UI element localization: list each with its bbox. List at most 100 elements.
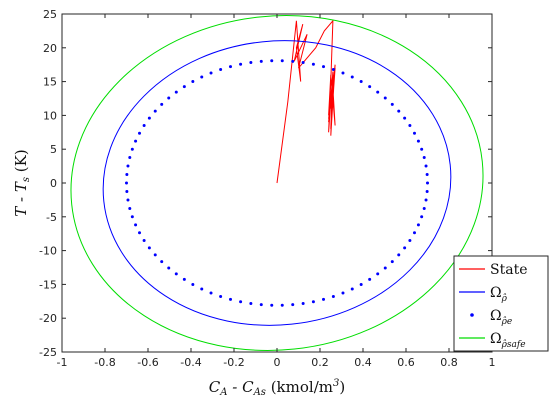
omega-rho-e-dot [359,80,363,84]
legend-box [453,255,549,352]
omega-rho-e-dot [270,303,274,307]
omega-rho-e-dot [331,294,335,298]
omega-rho-e-dot [138,131,142,135]
omega-rho-e-dot [182,277,186,281]
x-axis-label-part: A [219,387,227,398]
omega-rho-e-dot [426,181,429,185]
legend-entry-main: Ω [490,285,502,301]
omega-rho-e-dot [311,300,315,304]
y-tick-label: 0 [50,177,57,190]
omega-rho-e-dot [126,198,130,202]
y-tick-label: 25 [43,8,57,21]
omega-rho-e-dot [125,190,129,194]
omega-rho-e-dot [147,246,151,250]
omega-rho-e-dot [376,272,380,276]
omega-rho-e-dot [249,301,253,305]
omega-rho-e-dot [301,301,305,305]
legend-swatch-dot [470,313,474,317]
omega-rho-e-dot [341,71,345,75]
omega-rho-e-dot [134,139,138,143]
omega-rho-e-dot [416,223,420,227]
omega-rho-e-dot [280,59,284,63]
omega-rho-e-dot [420,215,424,219]
legend-entry-main: Ω [490,331,502,347]
omega-rho-e-dot [125,181,128,185]
legend-entry-label: Ωρ̂ [490,285,508,304]
omega-rho-e-dot [153,109,157,113]
omega-rho-e-dot [397,109,401,113]
omega-rho-e-dot [160,260,164,264]
x-tick-label: 0 [274,356,281,369]
omega-rho-e-dot [376,90,380,94]
state-trajectory-line [276,19,336,184]
omega-rho-e-dot [368,85,372,89]
omega-rho-e-dot [219,294,223,298]
omega-rho-e-dot [147,116,151,120]
omega-rho-e-dot [341,291,345,295]
omega-rho-e-dot [422,156,426,160]
legend-entry-label: Ωρ̂e [490,308,512,327]
omega-rho-e-dot [322,297,326,301]
omega-rho-e-dot [311,62,315,66]
omega-rho-e-dot [383,266,387,270]
x-tick-label: -0.4 [180,356,201,369]
omega-rho-e-dot [412,231,416,235]
series-layer [70,15,484,351]
omega-rho-e-dot [200,75,204,79]
y-tick-label: 20 [43,42,57,55]
y-axis-label-main: T - T [12,181,30,217]
y-tick-label: -5 [46,211,57,224]
omega-rho-e-dot [153,253,157,257]
omega-rho-e-dot [280,303,284,307]
x-tick-label: -0.8 [94,356,115,369]
omega-rho-e-dot [403,246,407,250]
omega-rho-e-dot [209,71,213,75]
omega-rho-e-dot [425,190,429,194]
omega-rho-e-dot [331,68,335,72]
legend-entry-sub: ρ̂e [501,316,513,327]
omega-rho-ellipse [102,40,452,326]
omega-rho-e-dot [130,215,134,219]
omega-rho-e-dot [167,266,171,270]
omega-rho-e-dot [142,238,146,242]
omega-rho-e-dot [359,282,363,286]
y-tick-label: 5 [50,143,57,156]
omega-rho-e-dot [390,102,394,106]
omega-rho-e-dot [228,297,232,301]
x-tick-label: 0.8 [440,356,458,369]
omega-rho-e-dot [239,62,243,66]
omega-rho-safe-ellipse [70,15,484,351]
x-axis-label-part: (kmol/m [266,378,333,396]
omega-rho-e-dot [228,65,232,69]
omega-rho-e-dot [301,61,305,65]
x-axis-label-part: C [209,378,221,396]
y-tick-label: -15 [39,278,57,291]
omega-rho-e-dot [219,68,223,72]
y-tick-label: -25 [39,346,57,359]
x-axis-label-part: 3 [333,378,339,389]
omega-rho-e-dot [412,131,416,135]
y-tick-label: 10 [43,109,57,122]
y-tick-label: -10 [39,245,57,258]
tick-layer: -1 -0.8 -0.6 -0.4 -0.2 0 0.2 0.4 0.6 0.8 1 25 20 15 10… [39,8,495,369]
omega-rho-e-dot [134,223,138,227]
omega-rho-e-dot [383,96,387,100]
omega-rho-e-dot [200,287,204,291]
omega-rho-e-dot [130,147,134,151]
y-axis-label-sub: s [21,177,32,182]
x-tick-label: -1 [57,356,68,369]
x-tick-label: 0.2 [311,356,329,369]
omega-rho-e-dot [138,231,142,235]
omega-rho-e-dot [209,291,213,295]
omega-rho-e-dot [270,59,274,63]
omega-rho-e-dot [191,282,195,286]
y-tick-label: -20 [39,312,57,325]
omega-rho-e-dot [128,206,132,210]
omega-rho-e-dot [390,260,394,264]
x-axis-label-part: ) [339,378,345,396]
omega-rho-e-dot [249,61,253,65]
omega-rho-e-dot [403,116,407,120]
omega-rho-e-dot [368,277,372,281]
x-axis-label-part: As [253,387,266,398]
